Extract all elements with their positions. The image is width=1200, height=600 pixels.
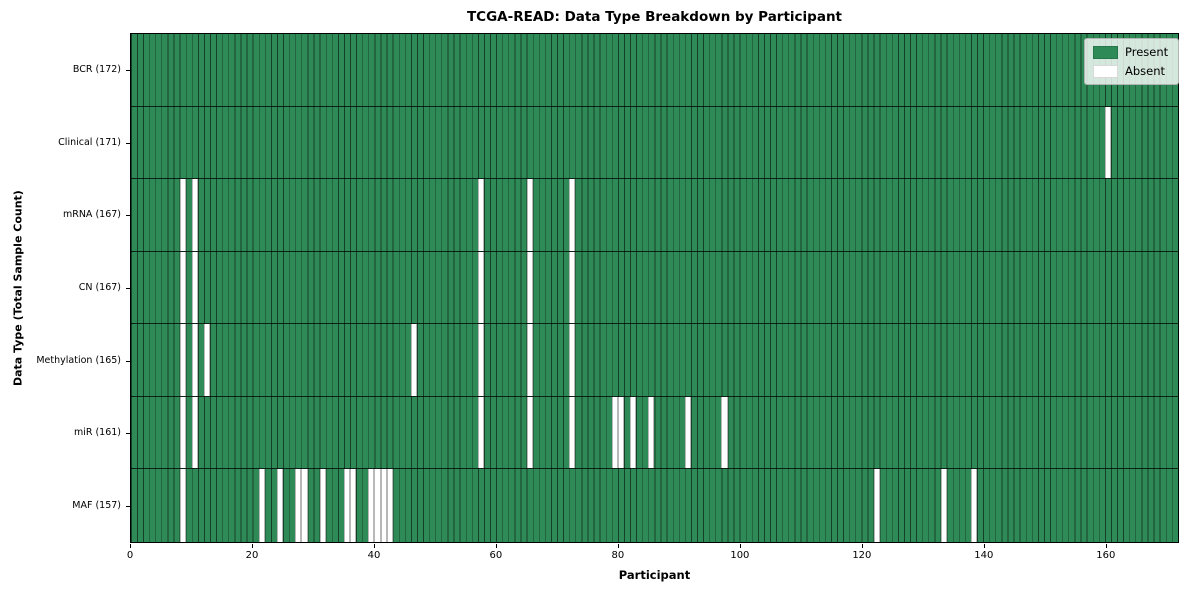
absent-cell-Methylation-10 [191,324,198,396]
heatmap-row-CN [131,251,1178,325]
legend-item-absent: Absent [1093,64,1170,78]
absent-cell-miR-65 [526,396,533,469]
x-tick-mark [739,544,741,548]
absent-cell-miR-91 [684,396,691,469]
x-tick-label-140: 140 [974,550,994,561]
legend-item-present: Present [1093,45,1170,59]
heatmap-row-MAF [131,469,1178,542]
y-tick-label-MAF: MAF (157) [72,499,121,511]
absent-cell-Methylation-65 [526,324,533,396]
absent-cell-MAF-28 [301,469,308,542]
absent-cell-Methylation-8 [179,324,186,396]
absent-cell-Methylation-46 [411,324,418,396]
y-tick-mark [126,215,130,217]
absent-cell-miR-10 [191,396,198,469]
legend-label-present: Present [1125,45,1169,59]
absent-cell-miR-79 [611,396,618,469]
absent-cell-miR-82 [630,396,637,469]
absent-cell-Clinical-160 [1104,106,1112,179]
chart-title: TCGA-READ: Data Type Breakdown by Partic… [466,9,843,25]
plot-area [130,33,1179,543]
x-tick-mark [983,544,985,548]
x-tick-label-120: 120 [852,550,872,561]
absent-cell-miR-72 [569,396,576,469]
x-tick-mark [373,544,375,548]
absent-cell-CN-10 [191,251,198,324]
absent-cell-MAF-122 [873,469,880,542]
heatmap-row-BCR [131,34,1178,107]
y-tick-mark [126,360,130,362]
heatmap-row-Clinical [131,106,1178,180]
x-tick-label-20: 20 [245,550,259,561]
x-tick-label-0: 0 [126,550,134,561]
absent-cell-miR-57 [477,396,485,469]
absent-cell-Methylation-57 [477,324,485,396]
absent-cell-miR-80 [617,396,625,469]
x-tick-mark [1105,544,1107,548]
legend-label-absent: Absent [1125,64,1166,78]
heatmap-row-miR [131,396,1178,470]
x-tick-mark [495,544,497,548]
absent-swatch-icon [1093,64,1118,78]
absent-cell-Methylation-12 [204,324,211,396]
x-tick-label-160: 160 [1096,550,1116,561]
absent-cell-mRNA-57 [477,179,485,251]
x-tick-mark [861,544,863,548]
y-tick-mark [126,505,130,507]
legend: Present Absent [1084,38,1179,85]
absent-cell-mRNA-10 [191,179,198,251]
absent-cell-mRNA-65 [526,179,533,251]
y-tick-mark [126,288,130,289]
absent-cell-CN-57 [477,251,485,324]
y-tick-label-Clinical: Clinical (171) [58,136,121,148]
x-tick-label-40: 40 [367,550,381,561]
x-tick-mark [130,544,131,548]
absent-cell-MAF-41 [380,469,387,542]
absent-cell-MAF-21 [258,469,265,542]
absent-cell-MAF-31 [319,469,326,542]
x-tick-label-80: 80 [611,550,625,561]
y-tick-mark [126,70,130,72]
x-tick-label-100: 100 [730,550,750,561]
x-tick-mark [251,544,253,548]
x-axis-label: Participant [618,568,691,582]
x-tick-label-60: 60 [489,550,503,561]
absent-cell-MAF-39 [368,469,375,542]
absent-cell-MAF-36 [350,469,357,542]
absent-cell-MAF-138 [971,469,978,542]
absent-cell-miR-8 [179,396,186,469]
absent-cell-MAF-8 [179,469,186,542]
absent-cell-mRNA-72 [569,179,576,251]
absent-cell-Methylation-72 [569,324,576,396]
heatmap-row-mRNA [131,179,1178,252]
absent-cell-MAF-35 [344,469,351,542]
present-swatch-icon [1093,45,1118,59]
y-tick-label-Methylation: Methylation (165) [36,354,121,366]
absent-cell-MAF-133 [940,469,947,542]
absent-cell-CN-8 [179,251,186,324]
absent-cell-MAF-27 [295,469,302,542]
y-tick-label-BCR: BCR (172) [72,64,121,76]
absent-cell-CN-65 [526,251,533,324]
absent-cell-MAF-42 [386,469,393,542]
y-tick-label-CN: CN (167) [78,282,121,293]
absent-cell-miR-97 [721,396,728,469]
y-tick-mark [126,433,130,435]
absent-cell-mRNA-8 [179,179,186,251]
heatmap-row-Methylation [131,324,1178,397]
absent-cell-miR-85 [648,396,655,469]
x-tick-mark [617,544,619,548]
y-tick-mark [126,142,130,144]
y-tick-label-mRNA: mRNA (167) [62,209,121,221]
absent-cell-CN-72 [569,251,576,324]
absent-cell-MAF-24 [277,469,284,542]
y-tick-label-miR: miR (161) [73,427,121,439]
absent-cell-MAF-40 [374,469,381,542]
